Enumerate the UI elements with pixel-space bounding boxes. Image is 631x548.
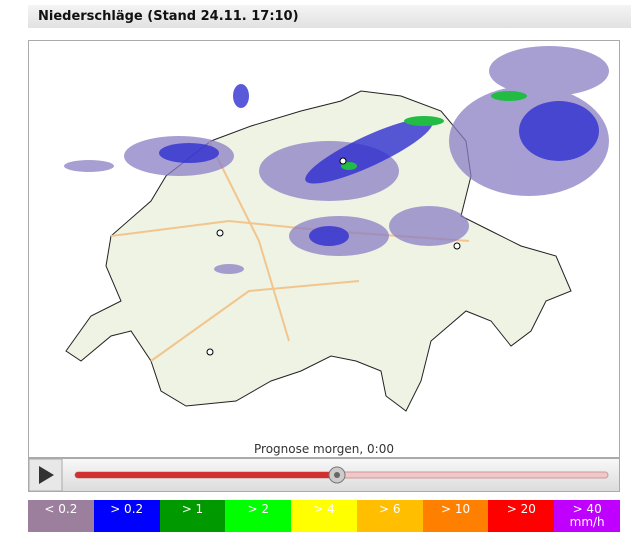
legend-item: > 20 <box>488 500 555 532</box>
legend: < 0.2 > 0.2 > 1 > 2 > 4 > 6 > 10 > 20 > 40 mm/h <box>28 500 621 532</box>
legend-item: < 0.2 <box>28 500 94 532</box>
legend-label: > 4 <box>313 502 335 516</box>
map: Prognose morgen, 0:00 <box>28 40 620 458</box>
legend-item: > 10 <box>422 500 489 532</box>
legend-label: > 0.2 <box>110 502 144 516</box>
legend-item: > 4 <box>291 500 357 532</box>
rain-medium <box>159 84 599 246</box>
legend-label: > 10 <box>441 502 471 516</box>
legend-item: > 6 <box>356 500 423 532</box>
legend-label: > 6 <box>379 502 401 516</box>
legend-item: > 1 <box>159 500 226 532</box>
legend-label: < 0.2 <box>44 502 78 516</box>
legend-item: > 2 <box>225 500 292 532</box>
slider-progress <box>75 472 337 478</box>
rain-strong <box>341 91 527 170</box>
legend-label: > 2 <box>247 502 269 516</box>
legend-label: > 20 <box>506 502 536 516</box>
play-icon <box>39 466 54 484</box>
slider-knob-center <box>334 472 340 478</box>
city-markers <box>206 157 461 356</box>
caption: Prognose morgen, 0:00 <box>254 442 394 456</box>
legend-item: > 40 mm/h <box>554 500 621 532</box>
player <box>28 458 620 492</box>
legend-item: > 0.2 <box>93 500 160 532</box>
map-image <box>64 46 609 412</box>
legend-unit: mm/h <box>569 515 605 529</box>
legend-label: > 40 <box>572 502 602 516</box>
player-controls <box>28 458 609 492</box>
header: Niederschläge (Stand 24.11. 17:10) <box>28 5 631 28</box>
legend-label: > 1 <box>181 502 204 516</box>
title: Niederschläge (Stand 24.11. 17:10) <box>38 9 299 24</box>
